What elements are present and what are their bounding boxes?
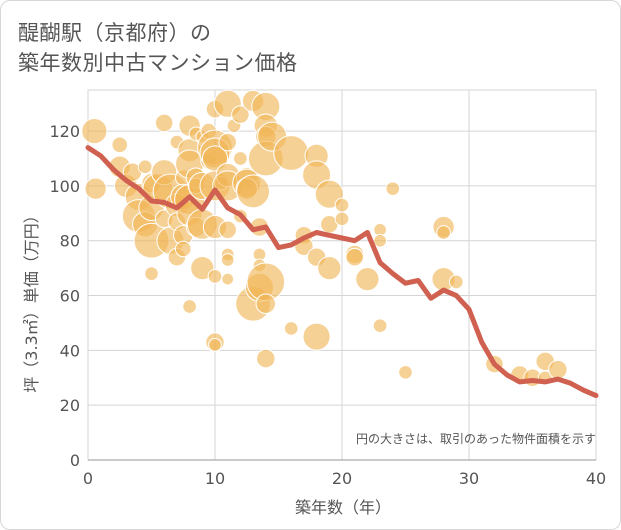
data-point (208, 338, 222, 352)
y-tick-label: 40 (60, 341, 80, 360)
data-point (256, 348, 276, 369)
data-point (236, 174, 271, 209)
y-tick-label: 120 (49, 122, 80, 141)
data-point (373, 233, 387, 248)
data-point (174, 240, 192, 258)
size-legend-note: 円の大きさは、取引のあった物件面積を示す (356, 431, 596, 446)
grid-lines (87, 89, 597, 461)
x-tick-label: 30 (459, 469, 479, 488)
data-point (218, 132, 237, 152)
data-point (385, 181, 401, 197)
x-axis-label: 築年数（年） (295, 498, 391, 517)
data-point (334, 197, 350, 213)
data-point (273, 135, 310, 171)
data-point (317, 256, 342, 281)
x-tick-label: 40 (586, 469, 606, 488)
x-tick-label: 0 (83, 469, 93, 488)
y-tick-label: 60 (60, 287, 80, 306)
data-point (283, 321, 299, 336)
data-point (334, 211, 350, 227)
chart-title-line2: 築年数別中古マンション価格 (18, 51, 298, 75)
chart-title: 醍醐駅（京都府）の 築年数別中古マンション価格 (18, 18, 298, 78)
data-point (436, 225, 451, 240)
tick-labels: 0 20 40 60 80 100 120 0 10 20 30 40 (49, 122, 606, 488)
data-point (84, 177, 107, 200)
y-axis-label: 坪（3.3㎡）単価（万円） (22, 207, 41, 392)
data-point (154, 113, 174, 133)
data-point (231, 105, 250, 124)
data-point (137, 159, 153, 175)
data-point (207, 269, 223, 284)
data-point (220, 253, 235, 267)
y-tick-label: 80 (60, 232, 80, 251)
data-point (255, 293, 277, 314)
data-point (345, 247, 364, 267)
y-tick-label: 20 (60, 396, 80, 415)
data-point (218, 220, 237, 240)
data-point (448, 274, 464, 290)
chart-title-line1: 醍醐駅（京都府）の (18, 21, 212, 45)
data-point (398, 364, 413, 380)
data-point (302, 322, 331, 351)
x-tick-label: 20 (332, 469, 352, 488)
y-tick-label: 0 (70, 451, 80, 470)
data-point (182, 299, 197, 314)
data-point (221, 272, 235, 286)
data-point (548, 359, 568, 380)
data-point (233, 151, 248, 166)
bubble-layer (81, 89, 568, 388)
data-point (355, 266, 380, 292)
data-point (111, 136, 129, 154)
trend-line (85, 145, 599, 399)
x-tick-label: 10 (205, 469, 225, 488)
data-point (144, 266, 159, 281)
data-point (372, 318, 388, 334)
data-point (81, 118, 108, 145)
y-tick-label: 100 (49, 177, 80, 196)
